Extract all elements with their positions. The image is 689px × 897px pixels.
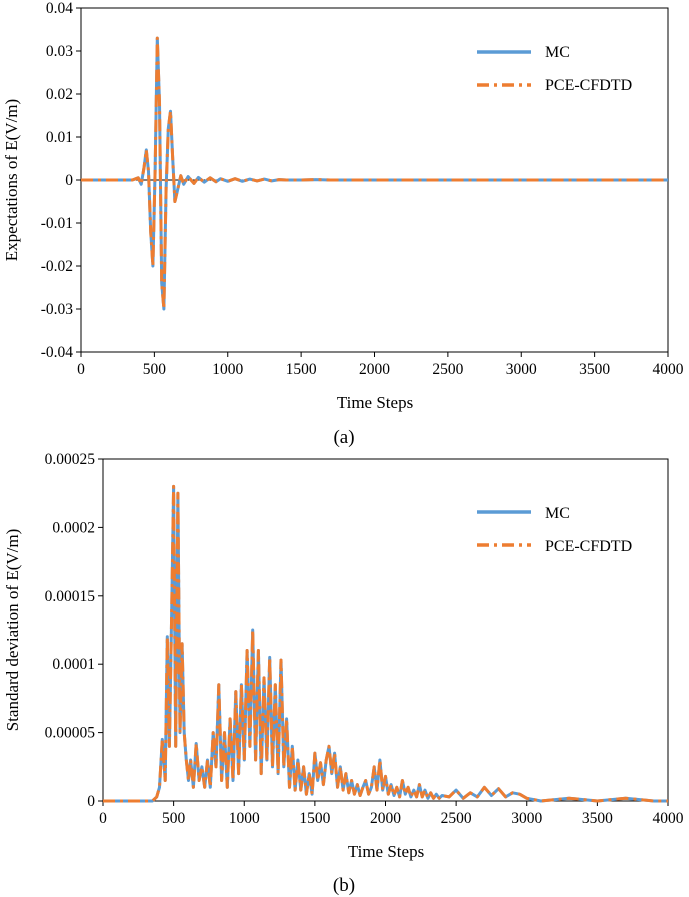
y-tick-label-a: 0.04 xyxy=(46,0,73,17)
y-tick-label-b: 0.00005 xyxy=(45,725,96,742)
y-tick-label-a: -0.04 xyxy=(41,344,74,361)
y-tick-label-b: 0.0002 xyxy=(52,519,95,536)
x-tick-label-a: 2500 xyxy=(432,361,463,378)
series-line-pce-cfdtd-b xyxy=(103,484,668,803)
x-tick-label-b: 3500 xyxy=(582,810,613,827)
y-tick-label-a: -0.01 xyxy=(41,215,73,232)
legend-b: MC PCE-CFDTD xyxy=(477,505,632,555)
y-tick-label-b: 0.0001 xyxy=(52,656,95,673)
legend-label-mc-b: MC xyxy=(545,505,570,522)
y-tick-label-a: 0 xyxy=(65,172,73,189)
y-tick-label-b: 0.00025 xyxy=(45,451,96,468)
x-tick-label-b: 500 xyxy=(162,810,186,827)
x-tick-label-b: 2000 xyxy=(370,810,401,827)
panel-caption-a: (a) xyxy=(333,427,354,448)
x-axis-label-b: Time Steps xyxy=(348,842,424,861)
x-tick-label-a: 4000 xyxy=(653,361,684,378)
x-tick-label-b: 2500 xyxy=(441,810,472,827)
legend-label-pce-b: PCE-CFDTD xyxy=(545,538,632,555)
series-line-mc-b xyxy=(103,484,668,803)
y-tick-label-b: 0.00015 xyxy=(45,588,96,605)
x-tick-label-a: 3500 xyxy=(579,361,610,378)
y-tick-label-a: -0.02 xyxy=(41,258,73,275)
x-tick-label-b: 1000 xyxy=(229,810,260,827)
x-axis-label-a: Time Steps xyxy=(337,393,413,412)
x-tick-label-a: 1500 xyxy=(286,361,317,378)
y-tick-label-a: 0.02 xyxy=(46,86,73,103)
plot-area-frame-b xyxy=(102,458,669,802)
x-tick-label-a: 500 xyxy=(143,361,167,378)
series-line-pce-cfdtd-a xyxy=(81,36,668,311)
y-axis-label-b: Standard deviation of E(V/m) xyxy=(3,529,22,732)
legend-a: MC PCE-CFDTD xyxy=(477,44,632,94)
y-tick-label-a: 0.03 xyxy=(46,43,73,60)
panel-a: 0 500 1000 1500 2000 2500 3000 3500 4000 0.04 0.0… xyxy=(2,0,684,448)
y-axis-label-a: Expectations of E(V/m) xyxy=(2,99,21,261)
legend-label-pce-a: PCE-CFDTD xyxy=(545,77,632,94)
x-tick-label-a: 0 xyxy=(77,361,85,378)
y-tick-label-a: 0.01 xyxy=(46,129,73,146)
panel-caption-b: (b) xyxy=(333,875,355,896)
x-tick-label-a: 2000 xyxy=(359,361,390,378)
x-tick-label-b: 1500 xyxy=(299,810,330,827)
x-tick-label-b: 4000 xyxy=(653,810,684,827)
panel-b: 0 500 1000 1500 2000 2500 3000 3500 4000 0.00025… xyxy=(3,451,684,896)
y-tick-label-b: 0 xyxy=(87,793,95,810)
x-tick-label-b: 3000 xyxy=(511,810,542,827)
x-tick-label-b: 0 xyxy=(99,810,107,827)
legend-label-mc-a: MC xyxy=(545,44,570,61)
y-tick-label-a: -0.03 xyxy=(41,301,74,318)
x-tick-label-a: 3000 xyxy=(506,361,537,378)
x-tick-label-a: 1000 xyxy=(212,361,243,378)
